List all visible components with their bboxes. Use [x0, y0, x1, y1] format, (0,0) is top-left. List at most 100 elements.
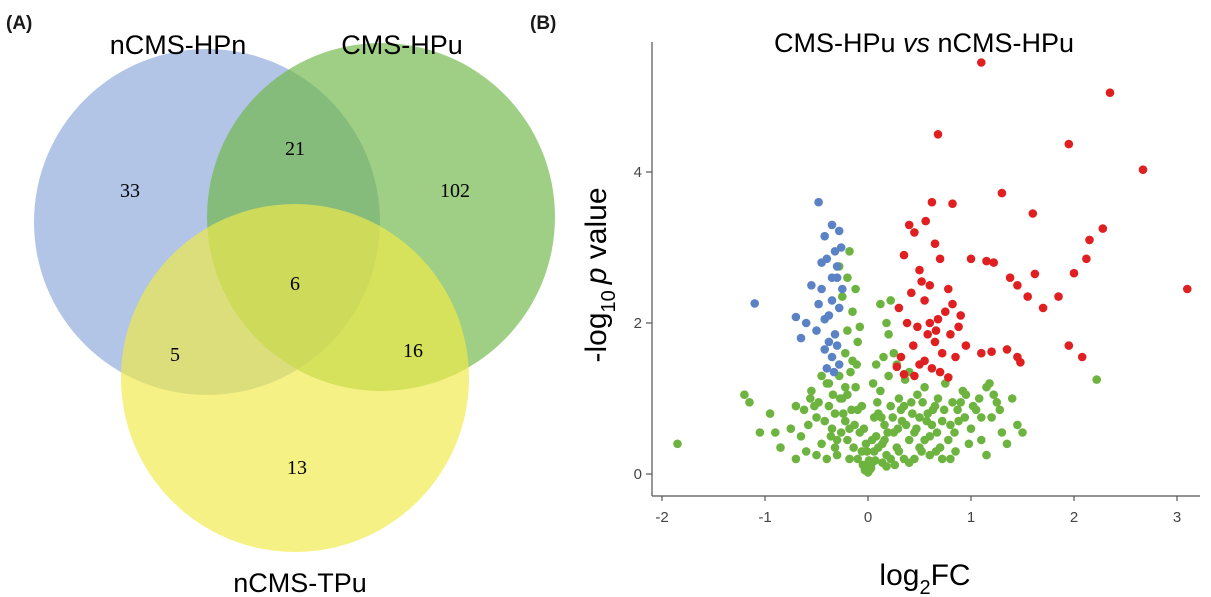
point-not-significant — [857, 401, 867, 411]
point-upregulated — [910, 228, 919, 237]
point-not-significant — [843, 390, 852, 400]
point-not-significant — [950, 428, 959, 437]
x-tick-label: 3 — [1173, 509, 1181, 526]
point-upregulated — [982, 256, 991, 266]
point-downregulated — [820, 345, 829, 354]
point-upregulated — [925, 318, 935, 328]
point-upregulated — [1054, 292, 1063, 301]
point-not-significant — [883, 428, 892, 437]
point-not-significant — [864, 456, 874, 465]
point-not-significant — [765, 409, 775, 418]
point-upregulated — [930, 337, 940, 347]
point-not-significant — [1092, 375, 1101, 384]
point-not-significant — [847, 405, 856, 415]
point-not-significant — [920, 382, 929, 392]
data-points — [673, 58, 1192, 477]
point-not-significant — [890, 460, 900, 470]
point-downregulated — [791, 312, 801, 322]
point-not-significant — [745, 398, 754, 407]
point-downregulated — [836, 243, 846, 252]
point-not-significant — [827, 424, 837, 434]
point-not-significant — [915, 443, 924, 452]
point-not-significant — [755, 428, 765, 437]
point-upregulated — [977, 58, 986, 67]
point-not-significant — [931, 447, 941, 456]
point-not-significant — [776, 443, 785, 452]
point-downregulated — [817, 258, 826, 267]
point-upregulated — [1085, 235, 1094, 245]
point-not-significant — [812, 450, 821, 460]
point-downregulated — [832, 262, 842, 271]
point-not-significant — [894, 394, 904, 403]
point-not-significant — [937, 416, 947, 426]
x-tick-label: 0 — [864, 509, 872, 526]
point-not-significant — [849, 443, 858, 452]
point-downregulated — [830, 247, 840, 256]
point-upregulated — [927, 364, 937, 373]
point-upregulated — [946, 330, 955, 339]
point-not-significant — [880, 420, 889, 430]
point-not-significant — [896, 405, 906, 415]
point-not-significant — [889, 348, 899, 358]
point-upregulated — [899, 370, 909, 379]
point-upregulated — [977, 348, 986, 358]
point-upregulated — [989, 258, 998, 267]
point-upregulated — [913, 322, 922, 332]
point-upregulated — [902, 318, 912, 328]
point-not-significant — [908, 409, 917, 418]
point-not-significant — [841, 382, 850, 392]
point-not-significant — [992, 398, 1002, 407]
point-downregulated — [834, 226, 844, 236]
x-axis-label: log2FC — [879, 559, 970, 597]
point-not-significant — [832, 435, 842, 445]
point-not-significant — [958, 386, 968, 396]
point-downregulated — [807, 281, 816, 290]
point-not-significant — [869, 413, 879, 422]
point-downregulated — [834, 360, 844, 369]
point-not-significant — [832, 450, 842, 460]
point-upregulated — [937, 348, 947, 358]
point-not-significant — [820, 416, 829, 426]
point-downregulated — [814, 197, 823, 207]
point-upregulated — [997, 188, 1007, 198]
point-not-significant — [796, 432, 806, 441]
point-not-significant — [904, 458, 914, 468]
point-not-significant — [801, 447, 811, 456]
point-not-significant — [886, 454, 895, 464]
point-downregulated — [832, 341, 842, 350]
point-not-significant — [968, 401, 978, 411]
point-upregulated — [987, 347, 996, 357]
point-downregulated — [830, 330, 840, 339]
point-not-significant — [852, 360, 861, 369]
point-not-significant — [956, 398, 965, 407]
point-not-significant — [868, 379, 878, 388]
point-not-significant — [853, 454, 862, 464]
point-downregulated — [827, 352, 837, 362]
y-axis-label: -log10p value — [580, 187, 620, 362]
point-not-significant — [817, 439, 826, 449]
point-upregulated — [935, 367, 945, 377]
point-not-significant — [879, 352, 888, 362]
point-not-significant — [871, 360, 881, 369]
point-not-significant — [894, 447, 904, 456]
point-upregulated — [1013, 281, 1022, 290]
point-upregulated — [915, 360, 924, 369]
point-not-significant — [1007, 394, 1017, 403]
point-not-significant — [933, 394, 943, 403]
venn-region-ncms-hpn-only: 33 — [120, 180, 140, 202]
point-not-significant — [904, 435, 914, 445]
point-downregulated — [824, 337, 834, 347]
point-not-significant — [859, 424, 869, 434]
point-not-significant — [838, 292, 847, 301]
point-not-significant — [982, 450, 991, 460]
point-not-significant — [846, 367, 855, 377]
point-upregulated — [954, 322, 963, 332]
point-not-significant — [812, 413, 821, 422]
venn-region-cms-hpu-ncms-tpu: 16 — [403, 340, 423, 362]
point-not-significant — [848, 307, 857, 317]
point-downregulated — [838, 284, 847, 294]
point-not-significant — [786, 424, 796, 434]
point-not-significant — [932, 428, 942, 437]
point-not-significant — [830, 443, 840, 452]
